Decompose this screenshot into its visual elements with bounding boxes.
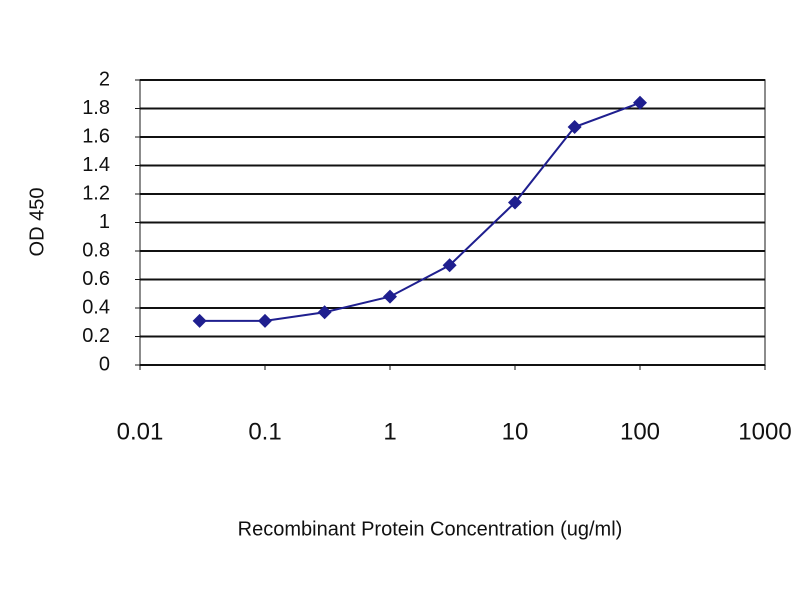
y-axis-title: OD 450 bbox=[26, 188, 48, 257]
data-point bbox=[258, 313, 272, 328]
y-tick-label: 0.8 bbox=[82, 239, 110, 261]
y-tick-label: 1.8 bbox=[82, 97, 110, 119]
y-tick-label: 1.2 bbox=[82, 182, 110, 204]
series-line bbox=[199, 101, 641, 322]
y-tick-label: 1.4 bbox=[82, 154, 110, 176]
y-tick-label: 2 bbox=[99, 68, 110, 90]
data-point bbox=[192, 313, 207, 328]
x-axis-title: Recombinant Protein Concentration (ug/ml… bbox=[238, 518, 623, 540]
data-point bbox=[383, 289, 397, 304]
y-tick-label: 0.2 bbox=[82, 325, 110, 347]
data-point bbox=[567, 120, 582, 135]
data-point bbox=[442, 258, 457, 273]
data-point bbox=[317, 305, 332, 320]
y-tick-label: 1 bbox=[99, 211, 110, 233]
x-tick-label: 0.01 bbox=[117, 418, 164, 445]
data-point bbox=[508, 195, 522, 210]
x-tick-label: 100 bbox=[620, 418, 660, 445]
x-tick-label: 1000 bbox=[738, 418, 791, 445]
x-tick-label: 1 bbox=[383, 418, 396, 445]
y-tick-label: 0 bbox=[99, 353, 110, 375]
data-point bbox=[633, 95, 647, 110]
y-tick-label: 0.6 bbox=[82, 268, 110, 290]
x-tick-label: 0.1 bbox=[248, 418, 281, 445]
y-tick-label: 1.6 bbox=[82, 125, 110, 147]
x-tick-label: 10 bbox=[502, 418, 529, 445]
y-tick-label: 0.4 bbox=[82, 296, 110, 318]
